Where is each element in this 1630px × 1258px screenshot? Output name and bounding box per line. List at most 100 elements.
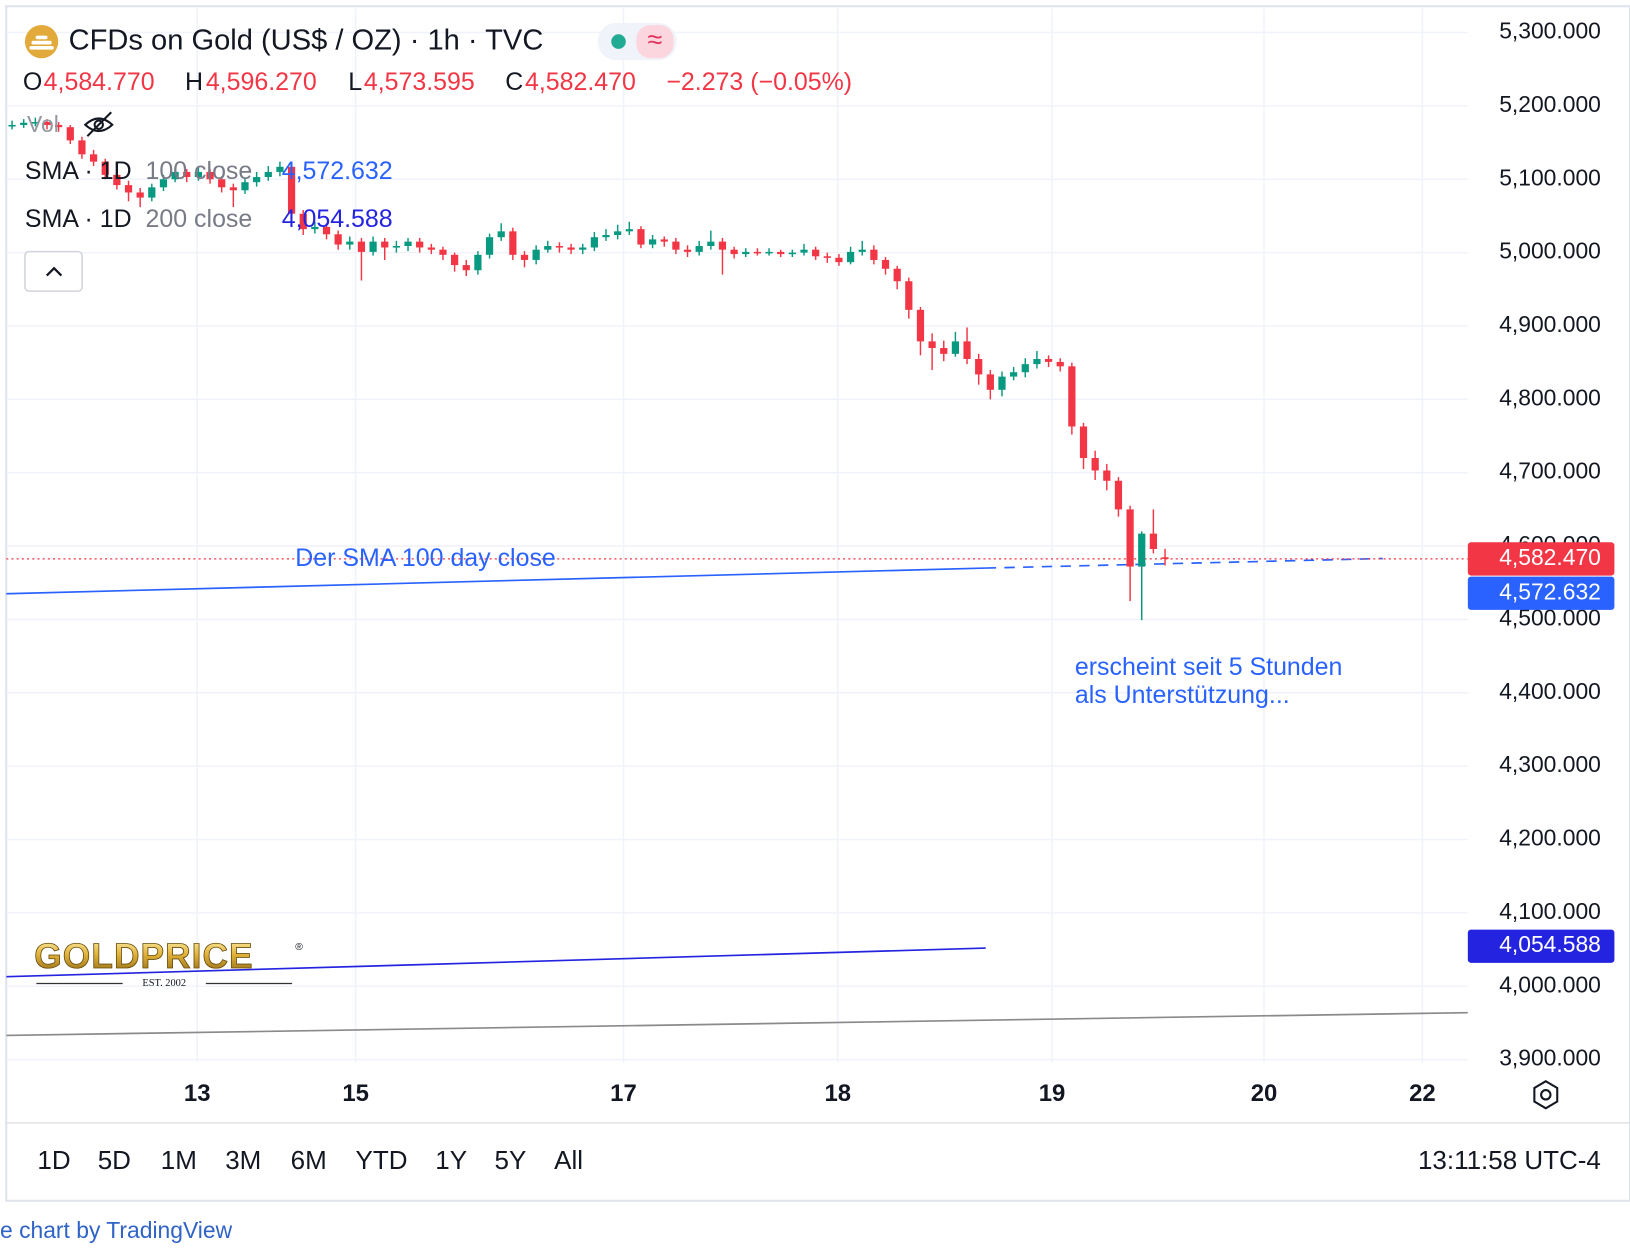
candle-body	[462, 265, 470, 271]
candle-body	[881, 259, 890, 269]
axes: 3,900.000 4,000.000 4,100.000 4,200.000 4,30…	[184, 18, 1615, 1107]
candle-body	[835, 257, 843, 263]
ohlc-key: H	[185, 68, 203, 96]
range-button[interactable]: 1M	[161, 1145, 197, 1175]
range-button[interactable]: 5Y	[495, 1145, 527, 1175]
settings-button[interactable]	[1533, 1080, 1559, 1110]
candle-body	[555, 246, 564, 248]
market-open-dot	[611, 34, 626, 49]
candle-body	[695, 246, 703, 252]
candle-body	[334, 234, 342, 245]
candle-body	[1138, 533, 1146, 567]
candle-body	[1114, 480, 1123, 510]
candle-body	[66, 127, 74, 141]
indicator-value: 4,054.588	[282, 205, 393, 233]
price-change: −2.273 (−0.05%)	[666, 68, 852, 96]
candle-body	[485, 237, 494, 255]
indicator-params[interactable]: 100 close	[146, 157, 253, 185]
range-button[interactable]: 6M	[291, 1145, 327, 1175]
watermark-mark: ®	[295, 942, 303, 953]
y-tick-label: 4,000.000	[1499, 971, 1601, 997]
candle-body	[648, 239, 657, 245]
candle-body	[858, 249, 866, 252]
range-button[interactable]: 5D	[98, 1145, 131, 1175]
candle-body	[893, 268, 901, 282]
candle-body	[986, 374, 994, 390]
y-tick-label: 4,700.000	[1499, 458, 1601, 484]
candle-body	[1103, 470, 1111, 481]
collapse-chevron	[45, 266, 63, 277]
price-label-box	[1467, 576, 1615, 610]
volume-label[interactable]: Vol	[27, 111, 59, 137]
y-tick-label: 3,900.000	[1499, 1045, 1601, 1071]
candle-body	[218, 179, 226, 188]
candle-body	[183, 171, 191, 178]
candle-body	[870, 249, 878, 260]
candle-body	[975, 358, 983, 375]
ohlc-key: O	[23, 68, 42, 96]
candle-body	[614, 231, 622, 236]
range-button[interactable]: 1D	[37, 1145, 70, 1175]
candle-body	[264, 171, 272, 178]
symbol-icon-bars	[29, 35, 54, 50]
price-label: 4,054.588	[1499, 931, 1601, 957]
candle-body	[8, 124, 16, 127]
candle-body	[287, 166, 296, 214]
indicator-value: 4,572.632	[282, 157, 393, 185]
indicator-name[interactable]: SMA · 1D	[25, 157, 132, 185]
candle-body	[357, 241, 366, 252]
candle-body	[1033, 358, 1041, 365]
candle-body	[567, 247, 575, 250]
watermark: GOLDPRICE ® EST. 2002	[34, 936, 303, 988]
indicator-line	[6, 567, 986, 595]
range-button[interactable]: All	[554, 1145, 583, 1175]
x-tick-label: 15	[342, 1080, 369, 1107]
candle-body	[148, 187, 156, 198]
candle-body	[253, 177, 261, 183]
candle-body	[474, 254, 482, 271]
symbol-title[interactable]: CFDs on Gold (US$ / OZ) · 1h · TVC	[69, 24, 544, 56]
candle-body	[951, 341, 960, 354]
candle-body	[1091, 458, 1099, 471]
annotation: als Unterstützung...	[1075, 681, 1290, 709]
y-tick-label: 4,400.000	[1499, 678, 1601, 704]
indicator-name[interactable]: SMA · 1D	[25, 205, 132, 233]
candle-body	[660, 239, 668, 242]
candle-body	[20, 122, 28, 125]
candle-body	[206, 171, 214, 180]
candle-body	[998, 376, 1006, 390]
y-tick-label: 4,200.000	[1499, 825, 1601, 851]
clock[interactable]: 13:11:58 UTC-4	[1418, 1145, 1601, 1175]
x-tick-label: 18	[824, 1080, 851, 1107]
hide-icon[interactable]	[83, 111, 114, 137]
indicator-line	[6, 1011, 1468, 1037]
price-label: 4,582.470	[1499, 544, 1601, 570]
candle-body	[346, 241, 354, 245]
y-tick-label: 5,300.000	[1499, 18, 1601, 44]
ohlc-key: L	[348, 68, 362, 96]
range-button[interactable]: 3M	[225, 1145, 261, 1175]
x-tick-label: 20	[1251, 1080, 1278, 1107]
range-button[interactable]: YTD	[356, 1145, 408, 1175]
candle-body	[311, 226, 319, 230]
indicator-line	[985, 557, 1383, 569]
ohlc-row: O 4,584.770 H 4,596.270 L 4,573.595 C 4,582.470…	[23, 68, 852, 96]
ohlc-value: 4,596.270	[206, 68, 317, 96]
candle-body	[322, 226, 331, 235]
candle-body	[43, 122, 51, 125]
candle-body	[89, 154, 98, 162]
candle-body	[124, 185, 133, 193]
attribution[interactable]: e chart by TradingView	[0, 1217, 233, 1243]
x-tick-label: 22	[1409, 1080, 1436, 1107]
candle-body	[823, 256, 831, 258]
collapse-button[interactable]	[24, 250, 83, 292]
range-button[interactable]: 1Y	[435, 1145, 467, 1175]
y-tick-label: 4,900.000	[1499, 311, 1601, 337]
candle-body	[392, 246, 400, 248]
candle-body	[159, 179, 168, 188]
indicator-params[interactable]: 200 close	[146, 205, 253, 233]
candle-body	[31, 122, 39, 124]
candle-body	[672, 241, 680, 250]
candle-body	[451, 254, 459, 266]
